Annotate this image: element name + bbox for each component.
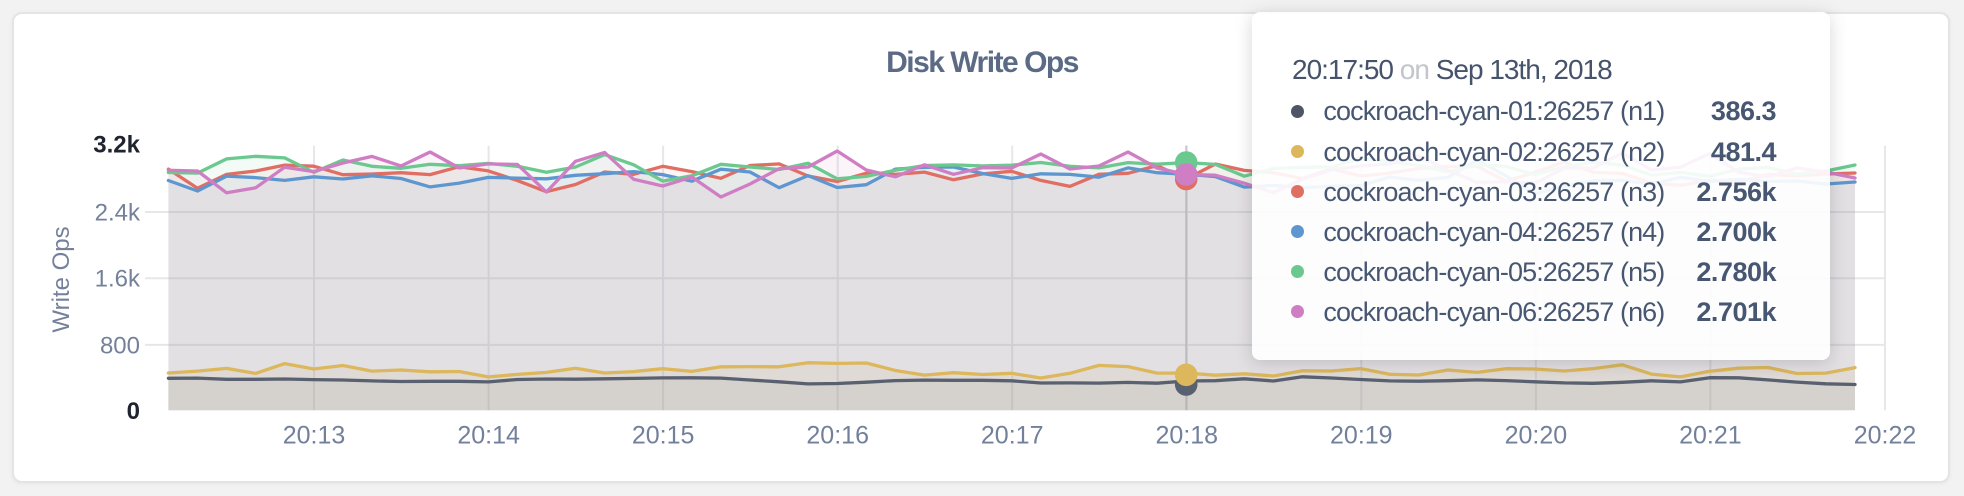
svg-text:800: 800 <box>100 332 140 359</box>
svg-text:20:17: 20:17 <box>981 422 1044 450</box>
svg-text:20:18: 20:18 <box>1156 422 1219 450</box>
svg-text:2.4k: 2.4k <box>95 200 141 227</box>
svg-text:20:15: 20:15 <box>632 422 695 450</box>
svg-text:Write Ops: Write Ops <box>48 226 75 332</box>
svg-text:20:20: 20:20 <box>1505 422 1568 450</box>
svg-text:1.6k: 1.6k <box>95 266 141 293</box>
svg-text:20:14: 20:14 <box>457 422 520 450</box>
svg-text:20:16: 20:16 <box>806 422 869 450</box>
svg-text:3.2k: 3.2k <box>93 131 140 158</box>
svg-text:20:19: 20:19 <box>1330 422 1393 450</box>
svg-text:20:21: 20:21 <box>1679 422 1742 450</box>
svg-text:20:13: 20:13 <box>283 422 346 450</box>
svg-text:0: 0 <box>127 398 140 425</box>
svg-text:20:22: 20:22 <box>1854 422 1917 450</box>
